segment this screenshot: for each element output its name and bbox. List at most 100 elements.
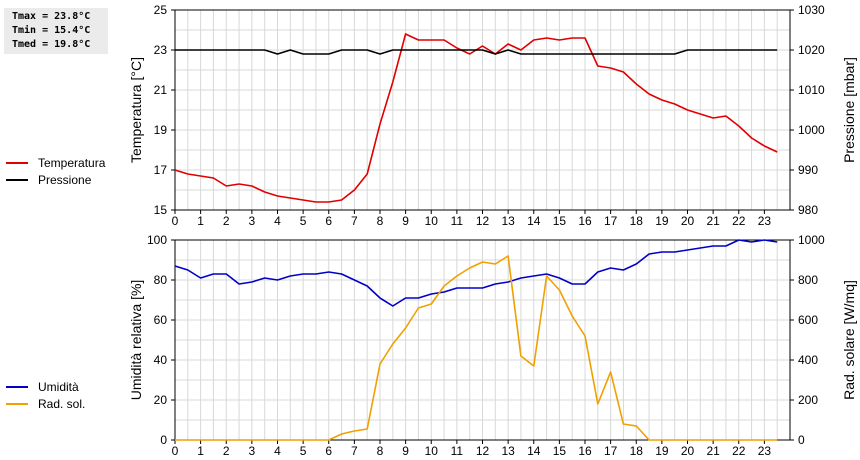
legend-swatch-umidita [6,385,28,388]
x-tick-label: 12 [476,214,490,228]
x-tick-label: 14 [527,444,541,458]
x-tick-label: 21 [706,214,720,228]
y-right-tick-label: 1020 [798,43,825,57]
series-line-lower-0 [174,239,778,307]
x-tick-label: 13 [501,214,515,228]
tmed-label: Tmed = 19.8°C [12,39,91,50]
x-tick-label: 6 [325,214,332,228]
y-left-tick-label: 100 [147,233,167,247]
x-tick-label: 13 [501,444,515,458]
x-tick-label: 0 [172,214,179,228]
x-tick-label: 20 [681,444,695,458]
x-tick-label: 14 [527,214,541,228]
x-tick-label: 23 [758,444,772,458]
x-tick-label: 18 [630,214,644,228]
y-right-tick-label: 1000 [798,233,825,247]
x-tick-label: 11 [451,444,464,458]
legend-item-pressione: Pressione [6,171,105,188]
legend-label-temperatura: Temperatura [38,155,106,170]
x-tick-label: 7 [351,444,358,458]
x-tick-label: 22 [732,444,746,458]
tmax-label: Tmax = 23.8°C [12,11,91,22]
y-right-tick-label: 1030 [798,3,825,17]
y-right-tick-label: 0 [798,433,805,447]
legend-swatch-radsol [6,402,28,405]
x-tick-label: 2 [223,444,230,458]
x-tick-label: 7 [351,214,358,228]
x-tick-label: 18 [630,444,644,458]
x-tick-label: 21 [706,444,720,458]
y-left-tick-label: 15 [154,203,168,217]
stats-box: Tmax = 23.8°C Tmin = 15.4°C Tmed = 19.8°… [4,8,108,54]
x-tick-label: 1 [197,444,204,458]
x-tick-label: 4 [274,214,281,228]
y-left-tick-label: 25 [154,3,168,17]
x-tick-label: 8 [377,444,384,458]
y-left-tick-label: 80 [154,273,168,287]
x-tick-label: 23 [758,214,772,228]
y-right-axis-title: Pressione [mbar] [841,57,857,163]
y-right-tick-label: 980 [798,203,818,217]
x-tick-label: 15 [553,214,567,228]
y-left-axis-title: Umidità relativa [%] [128,280,144,401]
y-right-tick-label: 1010 [798,83,825,97]
y-right-tick-label: 600 [798,313,818,327]
legend-top: Temperatura Pressione [6,154,105,188]
legend-swatch-pressione [6,178,28,181]
x-tick-label: 8 [377,214,384,228]
x-tick-label: 17 [604,214,618,228]
x-tick-label: 4 [274,444,281,458]
legend-bottom: Umidità Rad. sol. [6,378,85,412]
legend-label-radsol: Rad. sol. [38,396,86,411]
series-line-upper-1 [175,49,778,55]
x-tick-label: 11 [451,214,464,228]
x-tick-label: 19 [655,444,669,458]
x-tick-label: 12 [476,444,490,458]
y-right-tick-label: 400 [798,353,818,367]
x-tick-label: 3 [249,444,256,458]
legend-item-umidita: Umidità [6,378,85,395]
y-right-tick-label: 1000 [798,123,825,137]
y-left-tick-label: 19 [154,123,168,137]
x-tick-label: 0 [172,444,179,458]
x-tick-label: 5 [300,214,307,228]
y-left-tick-label: 20 [154,393,168,407]
x-tick-label: 6 [325,444,332,458]
legend-item-temperatura: Temperatura [6,154,105,171]
y-left-tick-label: 60 [154,313,168,327]
y-right-tick-label: 200 [798,393,818,407]
y-left-tick-label: 17 [154,163,168,177]
legend-label-pressione: Pressione [38,172,92,187]
x-tick-label: 10 [425,444,439,458]
y-right-axis-title: Rad. solare [W/mq] [841,280,857,400]
y-right-tick-label: 990 [798,163,818,177]
x-tick-label: 22 [732,214,746,228]
x-tick-label: 16 [578,444,592,458]
x-tick-label: 9 [402,214,409,228]
x-tick-label: 15 [553,444,567,458]
x-tick-label: 5 [300,444,307,458]
x-tick-label: 17 [604,444,618,458]
legend-item-radsol: Rad. sol. [6,395,85,412]
y-left-axis-title: Temperatura [°C] [128,57,144,163]
y-left-tick-label: 23 [154,43,168,57]
x-tick-label: 2 [223,214,230,228]
series-line-lower-1 [175,255,778,441]
plot-upper: 0 1 2 3 4 5 6 7 8 9 10 11 12 13 14 15 16 17 18 19 20 21 22 2315… [128,3,857,228]
x-tick-label: 1 [197,214,204,228]
x-tick-label: 3 [249,214,256,228]
x-tick-label: 20 [681,214,695,228]
y-left-tick-label: 0 [160,433,167,447]
x-tick-label: 9 [402,444,409,458]
y-left-tick-label: 40 [154,353,168,367]
plot-lower: 0 1 2 3 4 5 6 7 8 9 10 11 12 13 14 15 16 17 18 19 20 21 22 2302… [128,233,857,458]
x-tick-label: 10 [425,214,439,228]
legend-swatch-temperatura [6,161,28,164]
x-tick-label: 19 [655,214,669,228]
y-left-tick-label: 21 [154,83,168,97]
y-right-tick-label: 800 [798,273,818,287]
x-tick-label: 16 [578,214,592,228]
tmin-label: Tmin = 15.4°C [12,25,91,36]
legend-label-umidita: Umidità [38,379,79,394]
